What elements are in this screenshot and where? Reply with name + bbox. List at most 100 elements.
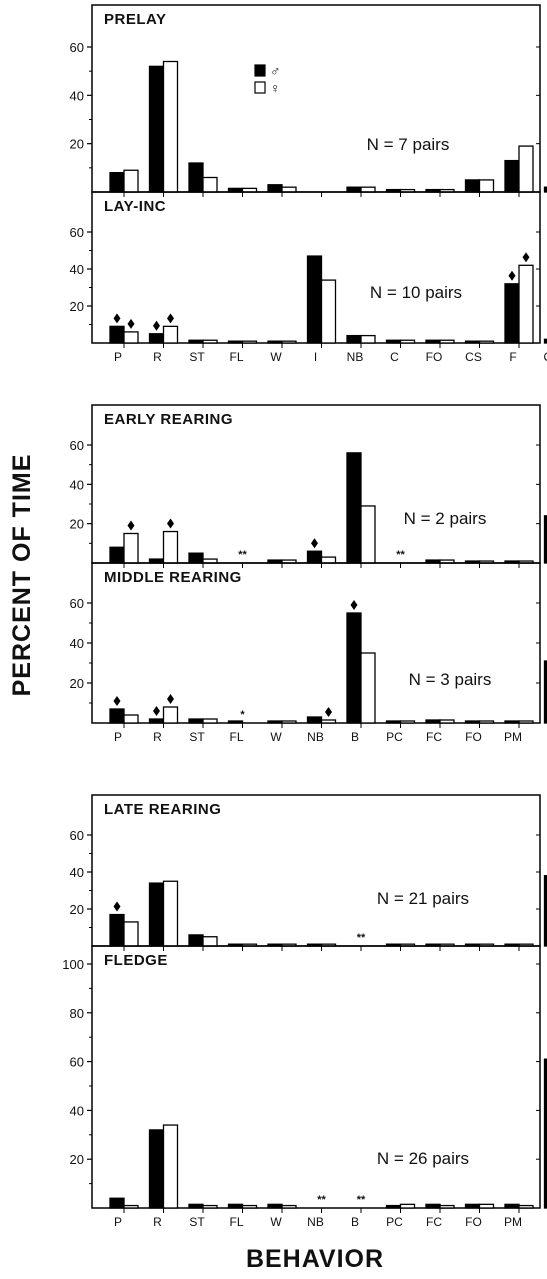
x-tick-label: PM <box>504 1215 522 1229</box>
bar-female <box>320 556 337 564</box>
bar-male <box>188 1203 204 1209</box>
bar-male <box>227 720 244 724</box>
bar-male <box>504 283 520 344</box>
x-tick-label: FL <box>229 350 243 364</box>
panel-title: MIDDLE REARING <box>104 569 242 586</box>
bar-female <box>123 532 139 564</box>
bar-male <box>543 1058 547 1209</box>
panel-title: EARLY REARING <box>104 411 233 428</box>
bar-female <box>202 176 218 193</box>
n-label: N = 21 pairs <box>377 889 469 908</box>
x-tick-label: PC <box>386 1215 403 1229</box>
significance-diamond <box>325 707 332 717</box>
y-tick-label: 20 <box>70 902 84 917</box>
x-tick-label: ST <box>189 1215 205 1229</box>
y-tick-label: 60 <box>70 225 84 240</box>
x-tick-label: PM <box>504 730 522 744</box>
bar-female <box>518 1204 534 1209</box>
legend: ♂♀ <box>254 63 281 96</box>
significance-diamond <box>350 600 358 610</box>
x-tick-label: R <box>153 350 162 364</box>
legend-swatch-male <box>254 64 266 77</box>
y-tick-label: 40 <box>70 636 84 651</box>
x-tick-label: W <box>270 730 282 744</box>
bar-male <box>267 340 283 344</box>
y-tick-label: 20 <box>70 1152 84 1167</box>
bar-male <box>188 718 204 724</box>
significance-diamond <box>113 313 121 324</box>
panel-2: LAY-INC204060PRSTFLWINBCFOCSFON*N = 10 p… <box>70 191 547 364</box>
x-tick-label: FO <box>465 1215 482 1229</box>
missing-data-mark: ** <box>357 932 366 944</box>
x-tick-label: NB <box>347 350 364 364</box>
bar-male <box>148 333 165 344</box>
bar-female <box>518 264 534 344</box>
bar-male <box>543 660 547 724</box>
bar-male <box>306 255 323 344</box>
y-tick-label: 100 <box>62 957 84 972</box>
x-tick-label: P <box>114 1215 122 1229</box>
bar-female <box>439 339 455 344</box>
panel-frame <box>91 945 541 1209</box>
x-tick-label: B <box>351 730 359 744</box>
bar-female <box>123 169 139 193</box>
bar-female <box>123 331 139 344</box>
bar-female <box>439 719 455 724</box>
bar-male <box>148 718 165 724</box>
bar-male <box>346 612 362 724</box>
y-tick-label: 20 <box>70 137 84 152</box>
significance-diamond <box>508 270 516 281</box>
bar-female <box>360 334 376 344</box>
bar-female <box>360 652 376 724</box>
bar-female <box>478 179 495 193</box>
bar-male <box>267 720 283 724</box>
bar-male <box>188 339 204 344</box>
panel-5: LATE REARING 20 40 60 ** N = 21 pairs <box>70 794 547 951</box>
bar-male <box>188 934 204 947</box>
significance-diamond <box>127 520 135 531</box>
x-axis-label: BEHAVIOR <box>246 1245 384 1273</box>
x-tick-label: FL <box>229 1215 243 1229</box>
bar-female <box>241 340 258 344</box>
bar-male <box>385 1204 402 1209</box>
panel-title: FLEDGE <box>104 952 168 969</box>
panel-frame <box>91 404 541 564</box>
panel-title: LATE REARING <box>104 801 221 818</box>
bar-female <box>478 1203 495 1209</box>
significance-diamond <box>311 538 318 549</box>
bar-male <box>346 334 362 344</box>
bar-female <box>241 1204 258 1209</box>
y-tick-label: 60 <box>70 828 84 843</box>
panel-title: LAY-INC <box>104 198 166 215</box>
x-tick-label: P <box>114 350 122 364</box>
panel-title: PRELAY <box>104 11 166 28</box>
x-tick-label: C <box>390 350 399 364</box>
bar-male <box>188 552 204 564</box>
significance-diamond <box>167 518 174 529</box>
bar-male <box>148 882 165 947</box>
bar-male <box>464 720 481 724</box>
bar-female <box>518 720 534 724</box>
bar-male <box>543 515 547 564</box>
bar-male <box>504 720 520 724</box>
x-tick-label: W <box>270 1215 282 1229</box>
x-tick-label: FC <box>426 1215 442 1229</box>
bar-male <box>464 1203 481 1209</box>
x-tick-label: FO <box>465 730 482 744</box>
bar-female <box>202 339 218 344</box>
bar-female <box>162 1124 179 1209</box>
x-tick-label: FO <box>426 350 443 364</box>
y-tick-label: 40 <box>70 1103 84 1118</box>
bar-female <box>123 921 139 947</box>
bar-female <box>162 880 179 947</box>
bar-female <box>202 1204 218 1209</box>
legend-label-male: ♂ <box>270 63 281 79</box>
bar-male <box>227 1203 244 1209</box>
bar-male <box>227 340 244 344</box>
y-tick-label: 40 <box>70 262 84 277</box>
bar-female <box>399 720 416 724</box>
x-tick-label: F <box>509 350 516 364</box>
legend-label-female: ♀ <box>270 80 281 96</box>
n-label: N = 7 pairs <box>367 135 450 154</box>
bar-female <box>320 279 337 344</box>
